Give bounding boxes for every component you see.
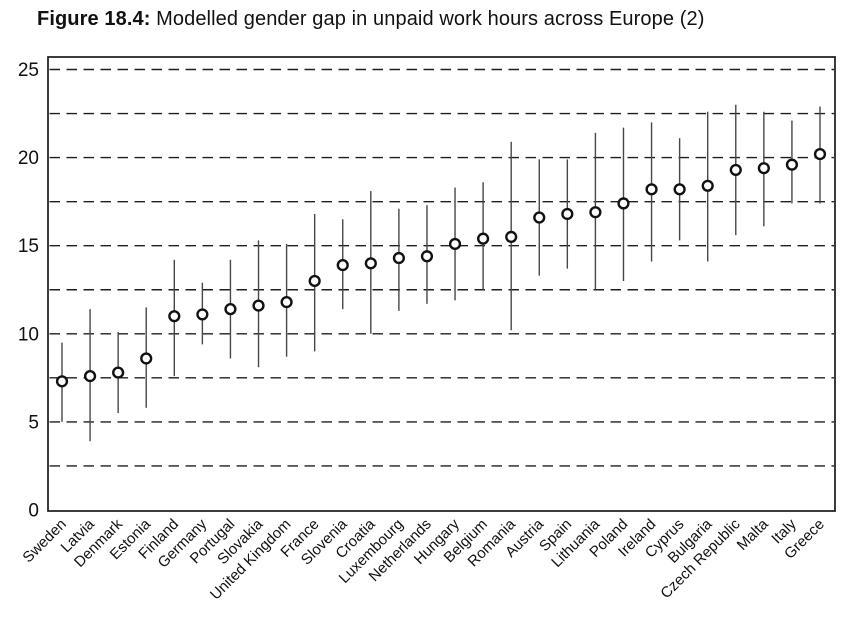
data-point [224,303,237,316]
data-point [55,375,69,388]
data-point [701,179,714,192]
y-tick-label: 0 [28,501,39,522]
data-point [785,158,799,171]
data-point [168,310,181,323]
figure-number-label: Figure 18.4: [37,8,151,30]
data-point [140,352,153,365]
data-point [645,183,658,196]
data-point [83,369,97,383]
data-point [196,308,209,321]
data-point [673,183,686,196]
data-point [533,211,546,224]
data-point [505,230,518,243]
data-point [617,197,630,210]
data-point [589,206,602,219]
data-point [477,232,490,245]
data-point [280,295,293,309]
data-point [308,274,321,288]
data-point [112,366,125,379]
y-tick-label: 20 [18,148,39,169]
data-point [448,237,462,251]
data-point [729,163,742,177]
y-tick-label: 25 [18,60,39,81]
plot-frame [47,56,836,512]
data-point [336,258,349,272]
figure-title: Figure 18.4: Modelled gender gap in unpa… [37,8,704,31]
data-point [252,299,265,312]
figure-title-text: Modelled gender gap in unpaid work hours… [150,8,705,30]
y-tick-label: 10 [18,324,39,345]
data-point [757,162,770,175]
data-point [392,251,405,265]
data-point [420,250,434,263]
data-point [813,147,827,161]
data-point [561,207,574,221]
data-point [364,257,377,270]
y-tick-label: 15 [18,236,39,257]
y-tick-label: 5 [28,412,39,433]
x-tick-label: Malta [734,515,772,553]
